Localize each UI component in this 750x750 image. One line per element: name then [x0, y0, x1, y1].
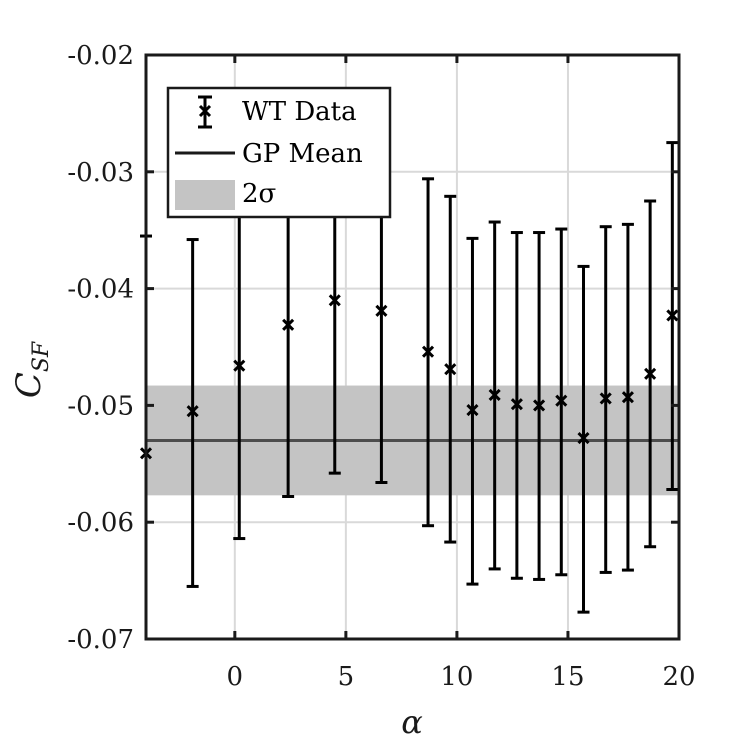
wt-data-point	[599, 225, 612, 574]
legend-symbol-2sigma	[175, 180, 235, 210]
data-marker	[282, 318, 295, 331]
y-axis-label-main: C	[9, 372, 49, 398]
wt-data-point	[621, 222, 634, 572]
data-marker	[666, 309, 679, 322]
x-axis-label: α	[401, 703, 423, 741]
data-marker	[466, 404, 479, 417]
wt-data-point	[644, 199, 657, 549]
wt-data-point	[577, 264, 590, 614]
y-tick-label: -0.06	[67, 508, 134, 538]
legend-label-wt-data: WT Data	[242, 97, 357, 127]
x-tick-label: 10	[440, 662, 473, 692]
axes	[144, 53, 681, 641]
y-tick-label: -0.03	[67, 158, 134, 188]
y-axis-label: CSF	[9, 341, 54, 398]
data-marker	[488, 388, 501, 401]
data-marker	[444, 363, 457, 376]
wt-data-point	[488, 220, 501, 571]
data-marker	[555, 394, 568, 407]
x-tick-label: 20	[662, 662, 695, 692]
legend: WT Data GP Mean 2σ	[166, 86, 392, 219]
tick-labels: 0 5 10 15 20 -0.07 -0.06 -0.05 -0.04 -0.03 -0.02	[67, 41, 695, 692]
x-tick-label: 15	[551, 662, 584, 692]
legend-symbol-wt-data	[198, 95, 212, 129]
wt-data-point	[533, 231, 546, 581]
data-marker	[186, 405, 199, 418]
data-marker	[621, 391, 634, 404]
y-tick-label: -0.07	[67, 625, 134, 655]
legend-label-2sigma: 2σ	[242, 179, 276, 209]
x-tick-label: 5	[338, 662, 355, 692]
data-marker	[599, 392, 612, 405]
data-marker	[421, 345, 435, 358]
y-tick-label: -0.02	[67, 41, 134, 71]
wt-data-point	[466, 236, 479, 586]
y-axis-label-sub: SF	[29, 341, 54, 372]
plot-frame	[144, 53, 681, 641]
data-marker	[644, 367, 657, 380]
data-marker	[233, 359, 246, 372]
legend-label-gp-mean: GP Mean	[242, 139, 363, 169]
axis-labels: α CSF	[9, 341, 423, 741]
y-tick-label: -0.04	[67, 275, 134, 305]
wt-data-point	[666, 141, 679, 491]
wt-data-point	[444, 194, 457, 544]
wt-data-point	[421, 177, 435, 528]
data-marker	[510, 398, 523, 411]
x-tick-label: 0	[227, 662, 244, 692]
wt-data-point	[510, 231, 523, 580]
data-marker	[533, 399, 546, 412]
wt-data-point	[555, 227, 568, 577]
y-tick-label: -0.05	[67, 391, 134, 421]
data-marker	[328, 294, 341, 307]
wt-data-point	[186, 238, 199, 588]
data-marker	[577, 432, 590, 445]
data-marker	[375, 304, 388, 317]
